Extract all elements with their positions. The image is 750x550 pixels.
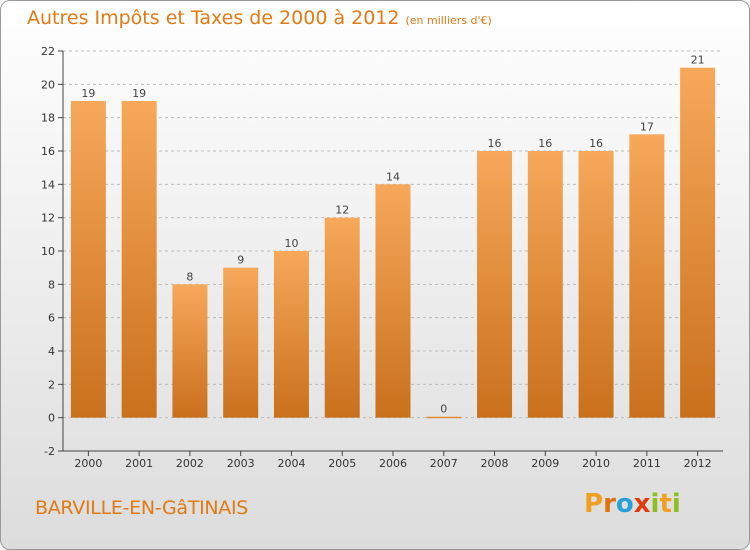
bar xyxy=(273,251,309,418)
x-tick-label: 2004 xyxy=(277,457,305,470)
bar xyxy=(121,101,157,418)
logo-letter: r xyxy=(603,489,616,519)
value-labels: 19 19 8 9 10 12 14 0 16 16 16 17 21 xyxy=(81,54,704,416)
bar xyxy=(70,101,106,418)
bar xyxy=(324,217,360,418)
bar-value-label: 0 xyxy=(440,403,447,416)
bar xyxy=(477,151,513,418)
chart-subtitle: (en milliers d'€) xyxy=(405,14,492,27)
bar-value-label: 17 xyxy=(640,120,654,133)
bar-value-label: 19 xyxy=(81,87,95,100)
logo-letter: i xyxy=(671,489,681,519)
y-tick-label: 20 xyxy=(41,78,55,91)
bar xyxy=(426,416,462,419)
bar-value-label: 12 xyxy=(335,204,349,217)
bar-value-label: 16 xyxy=(538,137,552,150)
y-tick-label: 8 xyxy=(48,278,55,291)
bar xyxy=(680,67,716,418)
bar-value-label: 16 xyxy=(488,137,502,150)
bar xyxy=(172,284,208,418)
y-tick-label: 0 xyxy=(48,412,55,425)
x-tick-labels: 2000 2001 2002 2003 2004 2005 2006 2007 2008 2009… xyxy=(74,457,711,470)
title-text: Autres Impôts et Taxes de 2000 à 2012 xyxy=(27,7,400,29)
bar xyxy=(375,184,411,418)
chart-title: Autres Impôts et Taxes de 2000 à 2012 (en… xyxy=(27,7,492,29)
x-tick-label: 2005 xyxy=(328,457,356,470)
axes xyxy=(58,50,723,456)
commune-name: BARVILLE-EN-GâTINAIS xyxy=(35,497,249,519)
x-tick-label: 2003 xyxy=(227,457,255,470)
logo-letter: x xyxy=(633,489,651,519)
logo-letter: t xyxy=(659,489,672,519)
x-tick-label: 2006 xyxy=(379,457,407,470)
y-tick-label: 2 xyxy=(48,378,55,391)
x-tick-label: 2002 xyxy=(176,457,204,470)
y-tick-label: 6 xyxy=(48,312,55,325)
y-tick-label: 14 xyxy=(41,178,55,191)
y-tick-label: 4 xyxy=(48,345,55,358)
x-tick-label: 2012 xyxy=(684,457,712,470)
bars xyxy=(70,67,716,419)
y-tick-label: 10 xyxy=(41,245,55,258)
x-tick-label: 2009 xyxy=(531,457,559,470)
y-tick-label: 18 xyxy=(41,112,55,125)
bar xyxy=(527,151,563,418)
y-tick-label: 22 xyxy=(41,45,55,58)
bar-value-label: 10 xyxy=(284,237,298,250)
bar-value-label: 21 xyxy=(691,54,705,67)
y-tick-label: -2 xyxy=(44,445,55,458)
x-tick-label: 2001 xyxy=(125,457,153,470)
y-tick-label: 16 xyxy=(41,145,55,158)
bar-value-label: 19 xyxy=(132,87,146,100)
bar xyxy=(223,267,259,418)
bar xyxy=(578,151,614,418)
logo-letter: o xyxy=(615,489,634,519)
x-tick-label: 2011 xyxy=(633,457,661,470)
bar-value-label: 8 xyxy=(186,270,193,283)
y-tick-labels: -2 0 2 4 6 8 10 12 14 16 18 20 22 xyxy=(41,45,55,458)
y-tick-label: 12 xyxy=(41,212,55,225)
proxiti-logo[interactable]: Proxiti xyxy=(584,489,681,519)
bar-value-label: 9 xyxy=(237,254,244,267)
x-tick-label: 2007 xyxy=(430,457,458,470)
x-tick-label: 2010 xyxy=(582,457,610,470)
logo-letter: i xyxy=(650,489,660,519)
bar-value-label: 16 xyxy=(589,137,603,150)
bar xyxy=(629,134,665,418)
bar-value-label: 14 xyxy=(386,170,400,183)
logo-letter: P xyxy=(584,489,604,519)
x-tick-label: 2008 xyxy=(481,457,509,470)
x-tick-label: 2000 xyxy=(74,457,102,470)
